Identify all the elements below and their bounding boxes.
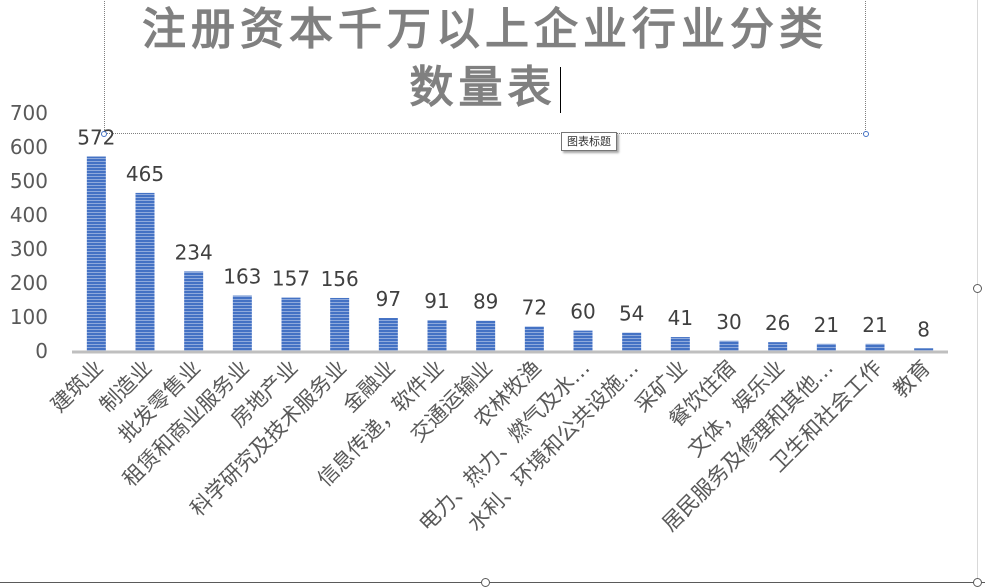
y-tick-label: 500	[10, 169, 48, 193]
bar[interactable]	[330, 297, 350, 351]
data-label: 30	[716, 310, 741, 334]
bar[interactable]	[914, 348, 934, 351]
text-cursor	[559, 67, 561, 113]
y-tick-label: 600	[10, 135, 48, 159]
bar[interactable]	[476, 320, 496, 351]
chart-resize-handle-bottom-right[interactable]	[973, 578, 982, 587]
data-label: 54	[619, 302, 644, 326]
y-tick-label: 400	[10, 203, 48, 227]
bar[interactable]	[816, 343, 836, 351]
data-label: 572	[77, 126, 115, 150]
bar[interactable]	[524, 326, 544, 351]
bar[interactable]	[378, 318, 398, 351]
bar[interactable]	[573, 330, 593, 351]
chart-title-line-2-text: 数量表	[409, 62, 557, 113]
data-label: 465	[126, 162, 164, 186]
bar[interactable]	[670, 337, 690, 351]
bar[interactable]	[232, 295, 252, 351]
y-axis: 0 100 200 300 400 500 600 700	[10, 101, 48, 363]
chart-element-tooltip: 图表标题	[561, 132, 617, 151]
y-tick-label: 200	[10, 271, 48, 295]
title-resize-handle-bottom-right[interactable]	[863, 131, 869, 137]
bar[interactable]	[427, 320, 447, 351]
title-resize-handle-bottom-left[interactable]	[101, 131, 107, 137]
bar[interactable]	[622, 332, 642, 351]
bar[interactable]	[719, 340, 739, 351]
bar[interactable]	[768, 342, 788, 351]
chart-title-box[interactable]: 注册资本千万以上企业行业分类 数量表	[104, 0, 866, 134]
chart-title[interactable]: 注册资本千万以上企业行业分类 数量表	[105, 1, 865, 117]
data-label: 89	[473, 290, 498, 314]
data-label: 41	[668, 306, 693, 330]
x-axis: 建筑业制造业批发零售业租赁和商业服务业房地产业科学研究及技术服务业金融业信息传递…	[46, 350, 948, 536]
data-label: 156	[321, 267, 359, 291]
data-label: 91	[424, 289, 449, 313]
bar[interactable]	[86, 156, 106, 351]
bar[interactable]	[184, 271, 204, 351]
bar[interactable]	[135, 192, 155, 351]
chart-resize-handle-right[interactable]	[973, 284, 982, 293]
data-label: 60	[570, 300, 595, 324]
data-label: 163	[223, 265, 261, 289]
bar[interactable]	[281, 297, 301, 351]
chart-title-line-1: 注册资本千万以上企业行业分类	[142, 4, 828, 55]
data-label: 97	[376, 287, 401, 311]
chart-frame-bottom-edge	[0, 582, 985, 583]
y-tick-label: 700	[10, 101, 48, 125]
y-tick-label: 100	[10, 305, 48, 329]
data-labels: 572 465 234 163 157 156 97 91 89 72 60 54 41 30 26 21 21…	[77, 126, 930, 342]
data-label: 157	[272, 267, 310, 291]
data-label: 21	[862, 313, 887, 337]
chart-resize-handle-bottom[interactable]	[481, 578, 490, 587]
data-label: 72	[522, 296, 547, 320]
data-label: 8	[917, 317, 930, 341]
y-tick-label: 300	[10, 237, 48, 261]
x-tick-label: 教育	[889, 356, 936, 403]
data-label: 21	[814, 313, 839, 337]
bar[interactable]	[865, 343, 885, 351]
data-label: 26	[765, 311, 790, 335]
x-tick-label: 建筑业	[46, 356, 108, 418]
y-tick-label: 0	[35, 339, 48, 363]
data-label: 234	[175, 240, 213, 264]
chart-title-line-2: 数量表	[105, 59, 865, 117]
bar-series	[86, 156, 934, 351]
